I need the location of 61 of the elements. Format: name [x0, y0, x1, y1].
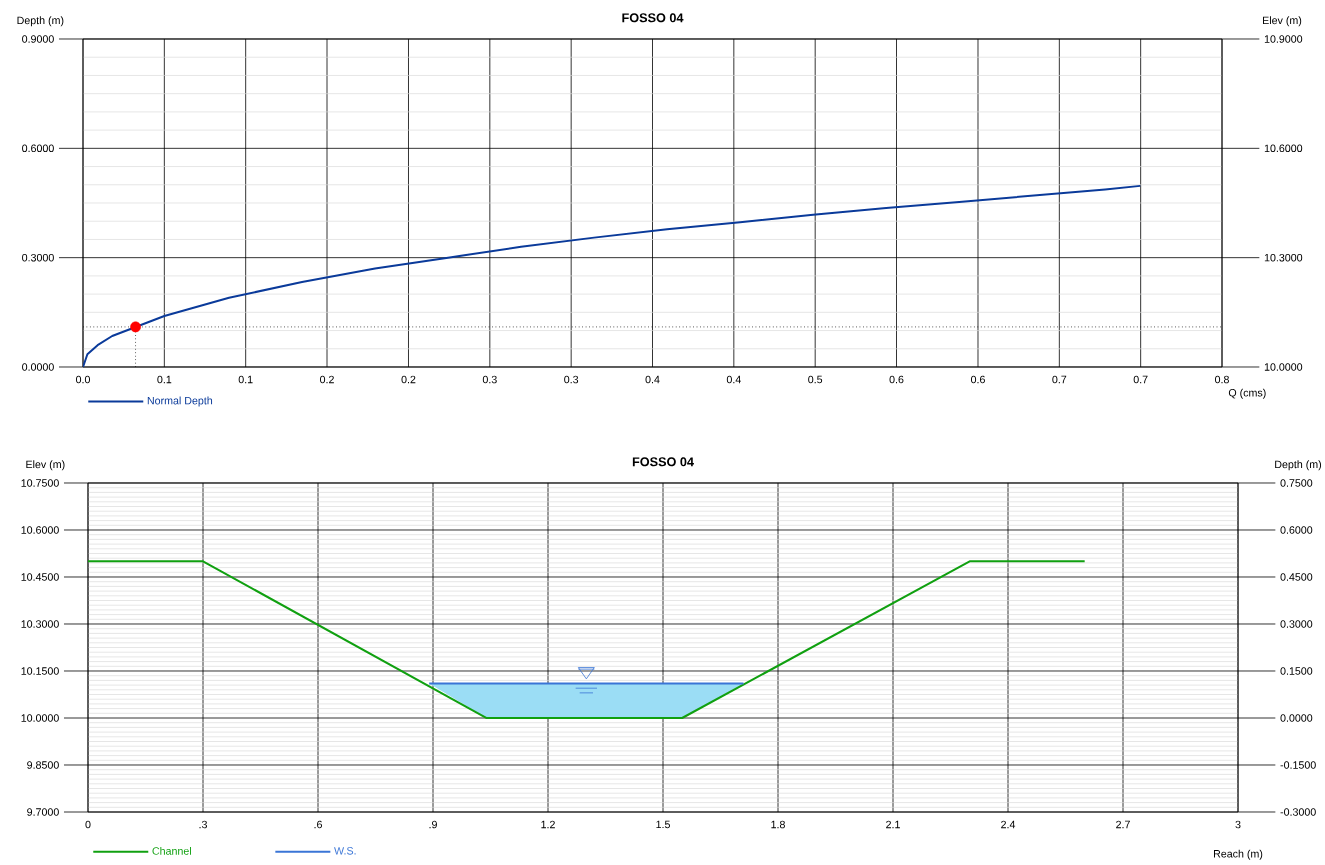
x-tick-label: .9: [429, 820, 437, 829]
x-tick-label: 0.6: [971, 375, 985, 384]
y-tick-label: 0.6000: [22, 144, 54, 153]
x-tick-label: 2.4: [1001, 820, 1016, 829]
y2-axis-title: Elev (m): [1263, 16, 1302, 27]
x-tick-label: 0: [85, 820, 91, 829]
y2-tick-label: 0.3000: [1280, 620, 1313, 628]
y2-tick-label: 10.0000: [1264, 363, 1303, 371]
y2-tick-label: 10.9000: [1264, 35, 1303, 43]
y-tick-label: 0.0000: [22, 363, 54, 371]
y2-tick-label: 10.6000: [1264, 144, 1303, 153]
x-axis-title: Q (cms): [1228, 388, 1266, 399]
x-tick-label: 3: [1235, 820, 1241, 829]
x-axis-title: Reach (m): [1213, 849, 1263, 860]
x-tick-label: 0.8: [1215, 375, 1229, 384]
chart-title: FOSSO 04: [632, 457, 694, 467]
y2-tick-label: 0.0000: [1280, 714, 1313, 722]
y-tick-label: 0.3000: [22, 253, 54, 262]
x-tick-label: 0.1: [157, 375, 172, 384]
text: Normal Depth: [147, 396, 213, 407]
y-axis-title: Elev (m): [26, 460, 65, 471]
x-tick-label: .6: [314, 820, 322, 829]
y2-tick-label: -0.3000: [1280, 808, 1316, 816]
x-tick-label: 0.3: [482, 375, 497, 384]
y-tick-label: 10.3000: [21, 620, 59, 628]
text: Channel: [152, 846, 191, 855]
y-tick-label: 9.7000: [27, 808, 59, 816]
y2-axis-title: Depth (m): [1275, 460, 1322, 471]
chart-title: FOSSO 04: [622, 13, 684, 23]
x-tick-label: 2.1: [886, 820, 900, 829]
x-tick-label: 1.8: [771, 820, 785, 829]
y-tick-label: 9.8500: [27, 761, 59, 769]
x-tick-label: 0.1: [238, 375, 253, 384]
y2-tick-label: 10.3000: [1264, 253, 1303, 262]
y2-tick-label: -0.1500: [1280, 761, 1316, 769]
y-tick-label: 10.6000: [21, 526, 59, 534]
x-tick-label: 0.2: [401, 375, 416, 384]
x-tick-label: 0.7: [1052, 375, 1067, 384]
x-tick-label: 0.0: [76, 375, 90, 384]
x-tick-label: 0.3: [564, 375, 579, 384]
y-tick-label: 0.9000: [22, 35, 54, 43]
x-tick-label: 0.5: [808, 375, 823, 384]
x-tick-label: 1.5: [656, 820, 670, 829]
x-tick-label: 0.4: [726, 375, 741, 384]
x-tick-label: 0.4: [645, 375, 660, 384]
y-tick-label: 10.7500: [21, 479, 59, 487]
y2-tick-label: 0.7500: [1280, 479, 1313, 487]
x-tick-label: 0.2: [320, 375, 334, 384]
x-tick-label: 2.7: [1116, 820, 1130, 829]
y2-tick-label: 0.6000: [1280, 526, 1313, 534]
text: W.S.: [334, 847, 356, 855]
y-tick-label: 10.0000: [21, 714, 59, 722]
y-tick-label: 10.4500: [21, 573, 59, 581]
x-tick-label: 0.7: [1133, 375, 1148, 384]
y2-tick-label: 0.4500: [1280, 573, 1313, 581]
x-tick-label: 0.6: [889, 375, 904, 384]
x-tick-label: 1.2: [541, 820, 555, 829]
y-tick-label: 10.1500: [21, 667, 59, 675]
y-axis-title: Depth (m): [17, 16, 64, 27]
x-tick-label: .3: [199, 820, 207, 829]
y2-tick-label: 0.1500: [1280, 667, 1313, 675]
